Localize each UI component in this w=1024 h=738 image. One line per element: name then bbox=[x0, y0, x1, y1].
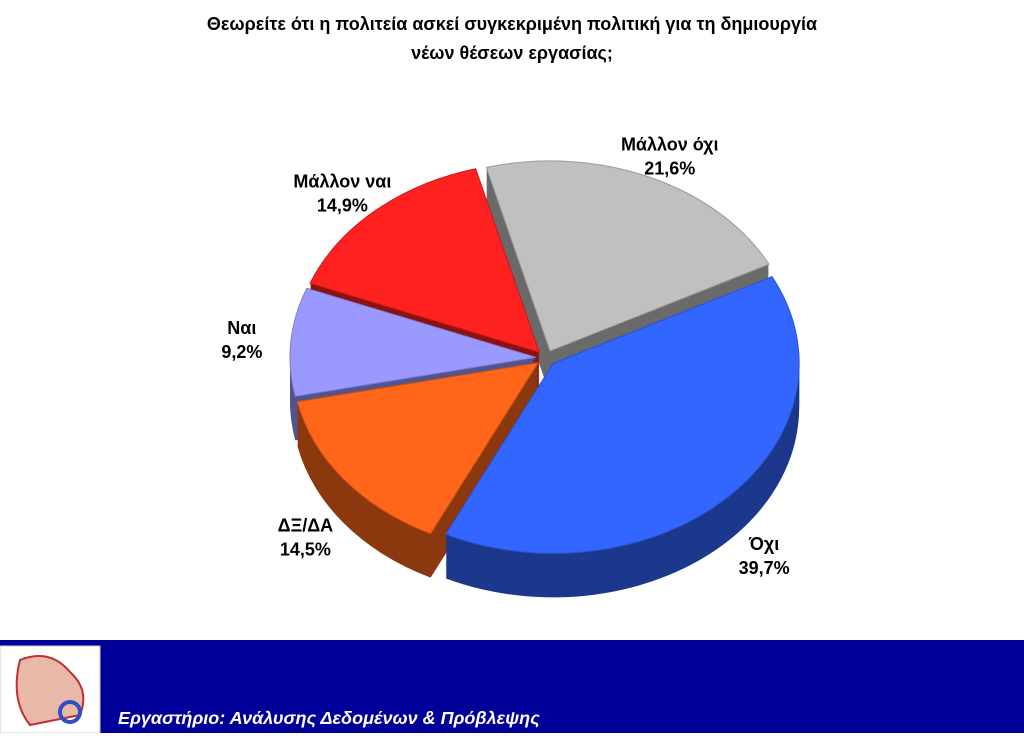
slice-label: Ναι bbox=[227, 318, 256, 338]
value-label: 9,2% bbox=[221, 342, 262, 362]
chart-title: νέων θέσεων εργασίας; bbox=[411, 43, 613, 63]
value-label: 14,9% bbox=[317, 196, 368, 216]
value-label: 39,7% bbox=[739, 558, 790, 578]
footer-bar bbox=[0, 640, 1024, 733]
slice bbox=[309, 168, 541, 354]
slice bbox=[444, 276, 800, 554]
slice bbox=[485, 160, 770, 352]
value-label: 21,6% bbox=[644, 158, 695, 178]
slice bbox=[289, 287, 537, 397]
chart-title: Θεωρείτε ότι η πολιτεία ασκεί συγκεκριμέ… bbox=[207, 14, 817, 34]
pie-chart: Μάλλον όχι 21,6% Όχι 39,7% ΔΞ/ΔΑ 14,5% Ναι 9,2%… bbox=[221, 134, 800, 598]
slice-label: Μάλλον ναι bbox=[293, 172, 391, 192]
slice-label: Όχι bbox=[748, 534, 779, 554]
logo-ring bbox=[58, 700, 82, 724]
logo-figure bbox=[15, 655, 85, 727]
logo bbox=[0, 645, 101, 734]
slice bbox=[296, 362, 540, 535]
value-label: 14,5% bbox=[280, 540, 331, 560]
footer-text: Εργαστήριο: Ανάλυσης Δεδομένων & Πρόβλεψ… bbox=[118, 708, 540, 728]
slice-label: ΔΞ/ΔΑ bbox=[278, 516, 333, 536]
slice-label: Μάλλον όχι bbox=[621, 134, 719, 154]
